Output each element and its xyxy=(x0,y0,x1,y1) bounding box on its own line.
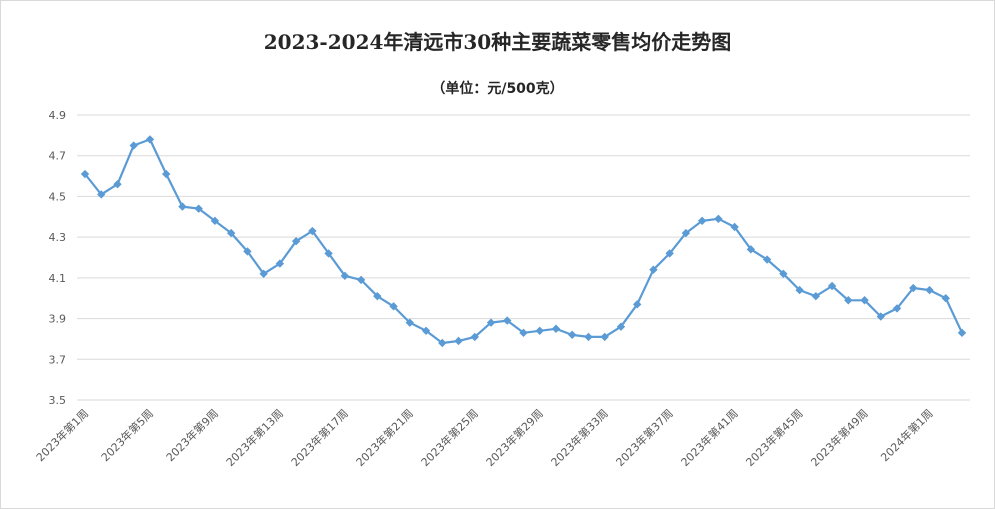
data-point xyxy=(957,328,967,338)
x-axis-ticks: 2023年第1周 2023年第5周 2023年第9周 2023年第13周 2023年第1… xyxy=(33,406,936,469)
data-point xyxy=(275,259,285,268)
x-tick-label: 2023年第29周 xyxy=(483,406,546,469)
data-point xyxy=(714,214,723,224)
data-point xyxy=(941,294,950,303)
x-tick-label: 2023年第37周 xyxy=(613,406,676,469)
data-point xyxy=(681,228,691,238)
data-point xyxy=(210,216,220,226)
data-point xyxy=(649,265,658,274)
data-point xyxy=(811,291,821,301)
data-point xyxy=(860,296,869,305)
series-group xyxy=(80,135,967,348)
series-line xyxy=(84,138,963,345)
data-point xyxy=(454,336,463,346)
data-point xyxy=(470,332,479,342)
data-point xyxy=(129,141,138,150)
data-point xyxy=(340,271,350,281)
data-point xyxy=(925,285,934,295)
data-point xyxy=(697,216,707,226)
x-tick-label: 2023年第13周 xyxy=(223,406,286,469)
y-tick-label: 3.9 xyxy=(49,313,67,326)
data-point xyxy=(178,202,187,211)
x-tick-label: 2023年第21周 xyxy=(353,406,416,469)
data-point xyxy=(373,291,382,301)
data-point xyxy=(632,300,642,309)
data-point xyxy=(616,322,626,331)
data-point xyxy=(97,190,106,199)
x-tick-label: 2024年第1周 xyxy=(878,406,936,464)
data-point xyxy=(779,269,788,278)
y-tick-label: 4.3 xyxy=(49,231,67,244)
x-tick-label: 2023年第9周 xyxy=(163,406,221,464)
x-tick-label: 2023年第1周 xyxy=(33,406,91,464)
data-point xyxy=(600,332,609,342)
y-tick-label: 3.5 xyxy=(49,394,67,407)
data-point xyxy=(438,338,447,348)
x-tick-label: 2023年第41周 xyxy=(678,406,741,469)
chart-subtitle: （单位：元/500克） xyxy=(431,81,564,97)
data-point xyxy=(113,180,122,189)
data-point xyxy=(876,312,885,321)
data-point xyxy=(486,318,496,327)
x-tick-label: 2023年第45周 xyxy=(743,406,806,469)
data-point xyxy=(909,283,918,293)
data-point xyxy=(844,296,853,305)
data-point xyxy=(665,249,674,258)
data-point xyxy=(405,318,415,327)
data-point xyxy=(145,135,155,144)
data-point xyxy=(535,326,544,335)
data-point xyxy=(795,285,804,295)
y-tick-label: 4.1 xyxy=(49,272,67,285)
data-point xyxy=(503,316,512,325)
data-point xyxy=(356,275,366,285)
data-point xyxy=(308,226,317,236)
y-tick-label: 4.7 xyxy=(49,150,67,163)
x-tick-label: 2023年第49周 xyxy=(808,406,871,469)
data-point xyxy=(584,332,593,342)
data-point xyxy=(762,255,772,264)
data-point xyxy=(551,324,561,333)
x-tick-label: 2023年第25周 xyxy=(418,406,481,469)
chart-title: 2023-2024年清远市30种主要蔬菜零售均价走势图 xyxy=(263,30,732,54)
data-point xyxy=(226,228,236,238)
data-point xyxy=(80,169,90,179)
x-tick-label: 2023年第5周 xyxy=(98,406,156,464)
data-point xyxy=(746,245,756,254)
x-tick-label: 2023年第33周 xyxy=(548,406,611,469)
data-point xyxy=(421,326,431,335)
data-point xyxy=(519,328,528,338)
data-point xyxy=(194,204,203,213)
data-point xyxy=(259,269,268,278)
data-point xyxy=(568,330,577,340)
data-point xyxy=(389,302,398,311)
data-point xyxy=(730,222,739,232)
data-point xyxy=(162,169,171,179)
y-tick-label: 4.5 xyxy=(49,190,67,203)
data-point xyxy=(892,304,902,313)
y-tick-label: 4.9 xyxy=(49,109,67,122)
y-tick-label: 3.7 xyxy=(49,353,67,366)
gridlines xyxy=(77,114,970,401)
data-point xyxy=(324,249,333,258)
y-axis-ticks: 4.9 4.7 4.5 4.3 4.1 3.9 3.7 3.5 xyxy=(49,109,67,407)
data-point xyxy=(827,281,837,291)
x-tick-label: 2023年第17周 xyxy=(288,406,351,469)
data-point xyxy=(243,247,252,256)
data-point xyxy=(291,237,301,246)
